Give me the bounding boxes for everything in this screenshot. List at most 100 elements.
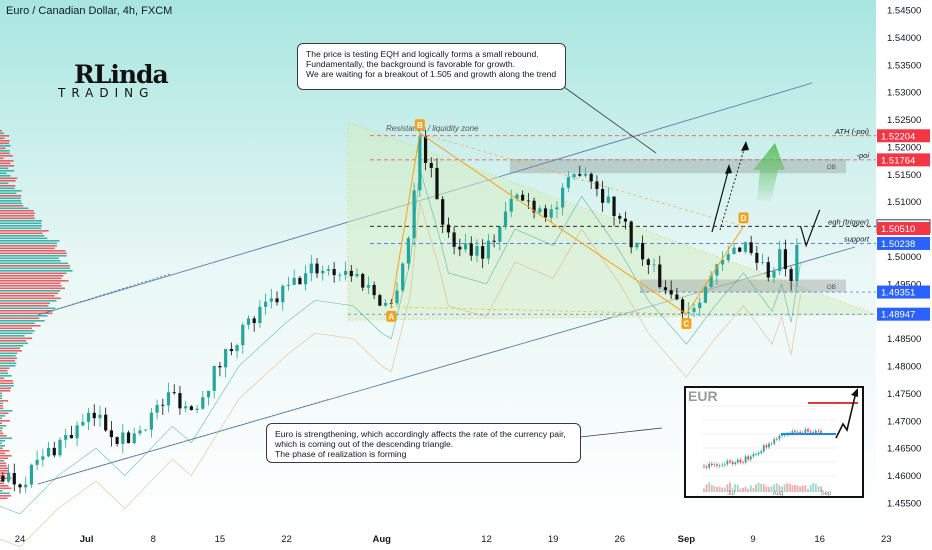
- time-tick-label: 8: [151, 534, 156, 545]
- candle-body: [389, 302, 393, 304]
- inset-volume-bar: [781, 486, 783, 492]
- volume-profile-bar: [0, 200, 21, 202]
- candle-body: [178, 393, 182, 409]
- volume-profile-bar: [0, 235, 45, 237]
- inset-candle-body: [775, 439, 778, 440]
- time-tick-label: Aug: [373, 534, 392, 545]
- price-tag: [877, 285, 930, 299]
- price-axis[interactable]: 1.45500 1.46000 1.46500 1.47000 1.47500 1.480…: [876, 6, 931, 510]
- candle-body: [509, 198, 513, 212]
- inset-candle-body: [718, 465, 721, 467]
- volume-profile-bar: [0, 155, 13, 157]
- candle-body: [412, 190, 416, 238]
- price-tag: [877, 236, 930, 250]
- volume-profile-bar: [0, 490, 3, 492]
- volume-profile-bar: [0, 327, 32, 330]
- volume-profile-bar: [0, 220, 42, 222]
- volume-profile-bar: [0, 420, 10, 422]
- candle-body: [252, 318, 256, 324]
- candle-body: [532, 200, 536, 213]
- candle-body: [349, 270, 353, 277]
- price-tag-label: 1.48947: [881, 310, 915, 321]
- candles: [1, 127, 799, 494]
- bottom-callout[interactable]: Euro is strengthening, which accordingly…: [266, 423, 581, 463]
- inset-volume-bar: [765, 486, 768, 492]
- candle-body: [81, 421, 85, 426]
- candle-body: [623, 218, 628, 222]
- inset-candle-body: [760, 451, 763, 453]
- volume-profile-bar: [0, 357, 18, 360]
- inset-volume-bar: [820, 486, 822, 492]
- price-tick-label: 1.54000: [887, 33, 921, 44]
- inset-candle-body: [812, 432, 815, 434]
- candle-body: [526, 200, 530, 202]
- volume-profile-bar: [0, 397, 2, 400]
- inset-candle-body: [814, 430, 817, 434]
- moving-average-slow: [0, 201, 801, 548]
- candle-body: [578, 174, 582, 176]
- volume-profile-bar: [0, 180, 16, 182]
- candle-body: [75, 425, 79, 439]
- order-block-zone: [640, 279, 846, 293]
- candle-body: [720, 259, 725, 265]
- candle-body: [406, 237, 411, 264]
- volume-profile-bar: [0, 457, 8, 460]
- inset-volume-bar: [705, 484, 708, 492]
- candle-body: [726, 254, 730, 260]
- time-axis[interactable]: 24Jul81522Aug121926Sep91623Oct: [15, 534, 932, 545]
- volume-profile-bar: [0, 347, 20, 350]
- volume-profile-bar: [0, 230, 49, 232]
- candle-body: [549, 209, 553, 218]
- candle-body: [218, 365, 222, 368]
- inset-volume-bar: [809, 485, 812, 492]
- volume-profile-bar: [0, 160, 14, 162]
- level-label: eqh (trigger): [828, 217, 869, 226]
- candle-body: [555, 207, 559, 210]
- candle-body: [401, 263, 405, 291]
- candle-body: [515, 194, 519, 199]
- volume-profile-bar: [0, 477, 12, 480]
- inset-candle-body: [807, 429, 809, 432]
- candle-body: [172, 392, 176, 394]
- inset-candle-body: [736, 459, 739, 463]
- symbol-title[interactable]: Euro / Canadian Dollar, 4h, FXCM: [6, 5, 173, 17]
- volume-profile-bar: [0, 212, 35, 215]
- volume-profile-bar: [0, 237, 48, 240]
- candle-body: [258, 306, 262, 324]
- volume-profile-bar: [0, 285, 62, 287]
- price-tick-label: 1.47500: [887, 389, 921, 400]
- candle-body: [304, 273, 308, 285]
- volume-profile-bar: [0, 395, 3, 397]
- price-tick-label: 1.46000: [887, 471, 921, 482]
- price-tick-label: 1.49500: [887, 279, 921, 290]
- time-tick-label: 12: [481, 534, 492, 545]
- volume-profile-bar: [0, 195, 22, 197]
- candle-body: [161, 404, 165, 406]
- candle-body: [652, 264, 656, 266]
- candle-body: [732, 247, 736, 255]
- candle-body: [166, 392, 171, 406]
- volume-profile-bar: [0, 287, 65, 290]
- top-callout[interactable]: The price is testing EQH and logically f…: [297, 43, 566, 90]
- time-tick-label: 15: [215, 534, 226, 545]
- volume-profile-bar: [0, 227, 41, 230]
- candle-body: [429, 162, 433, 168]
- volume-profile-bar: [0, 445, 5, 447]
- volume-profile-bar: [0, 260, 61, 262]
- candle-body: [760, 262, 765, 263]
- candle-body: [452, 232, 456, 247]
- inset-volume-bar: [773, 484, 776, 492]
- volume-profile-bar: [0, 240, 60, 242]
- inset-volume-bar: [783, 484, 786, 492]
- volume-profile-bar: [0, 387, 12, 390]
- volume-profile-bar: [0, 352, 18, 355]
- inset-volume-bar: [788, 483, 791, 492]
- volume-profile-bar: [0, 417, 2, 420]
- candle-body: [126, 432, 131, 444]
- candle-body: [646, 259, 650, 265]
- brand-logo: RLinda TRADING: [58, 58, 169, 104]
- volume-profile-bar: [0, 415, 6, 417]
- candle-body: [98, 414, 102, 419]
- top-callout-line-2: Fundamentally, the background is favorab…: [306, 59, 516, 69]
